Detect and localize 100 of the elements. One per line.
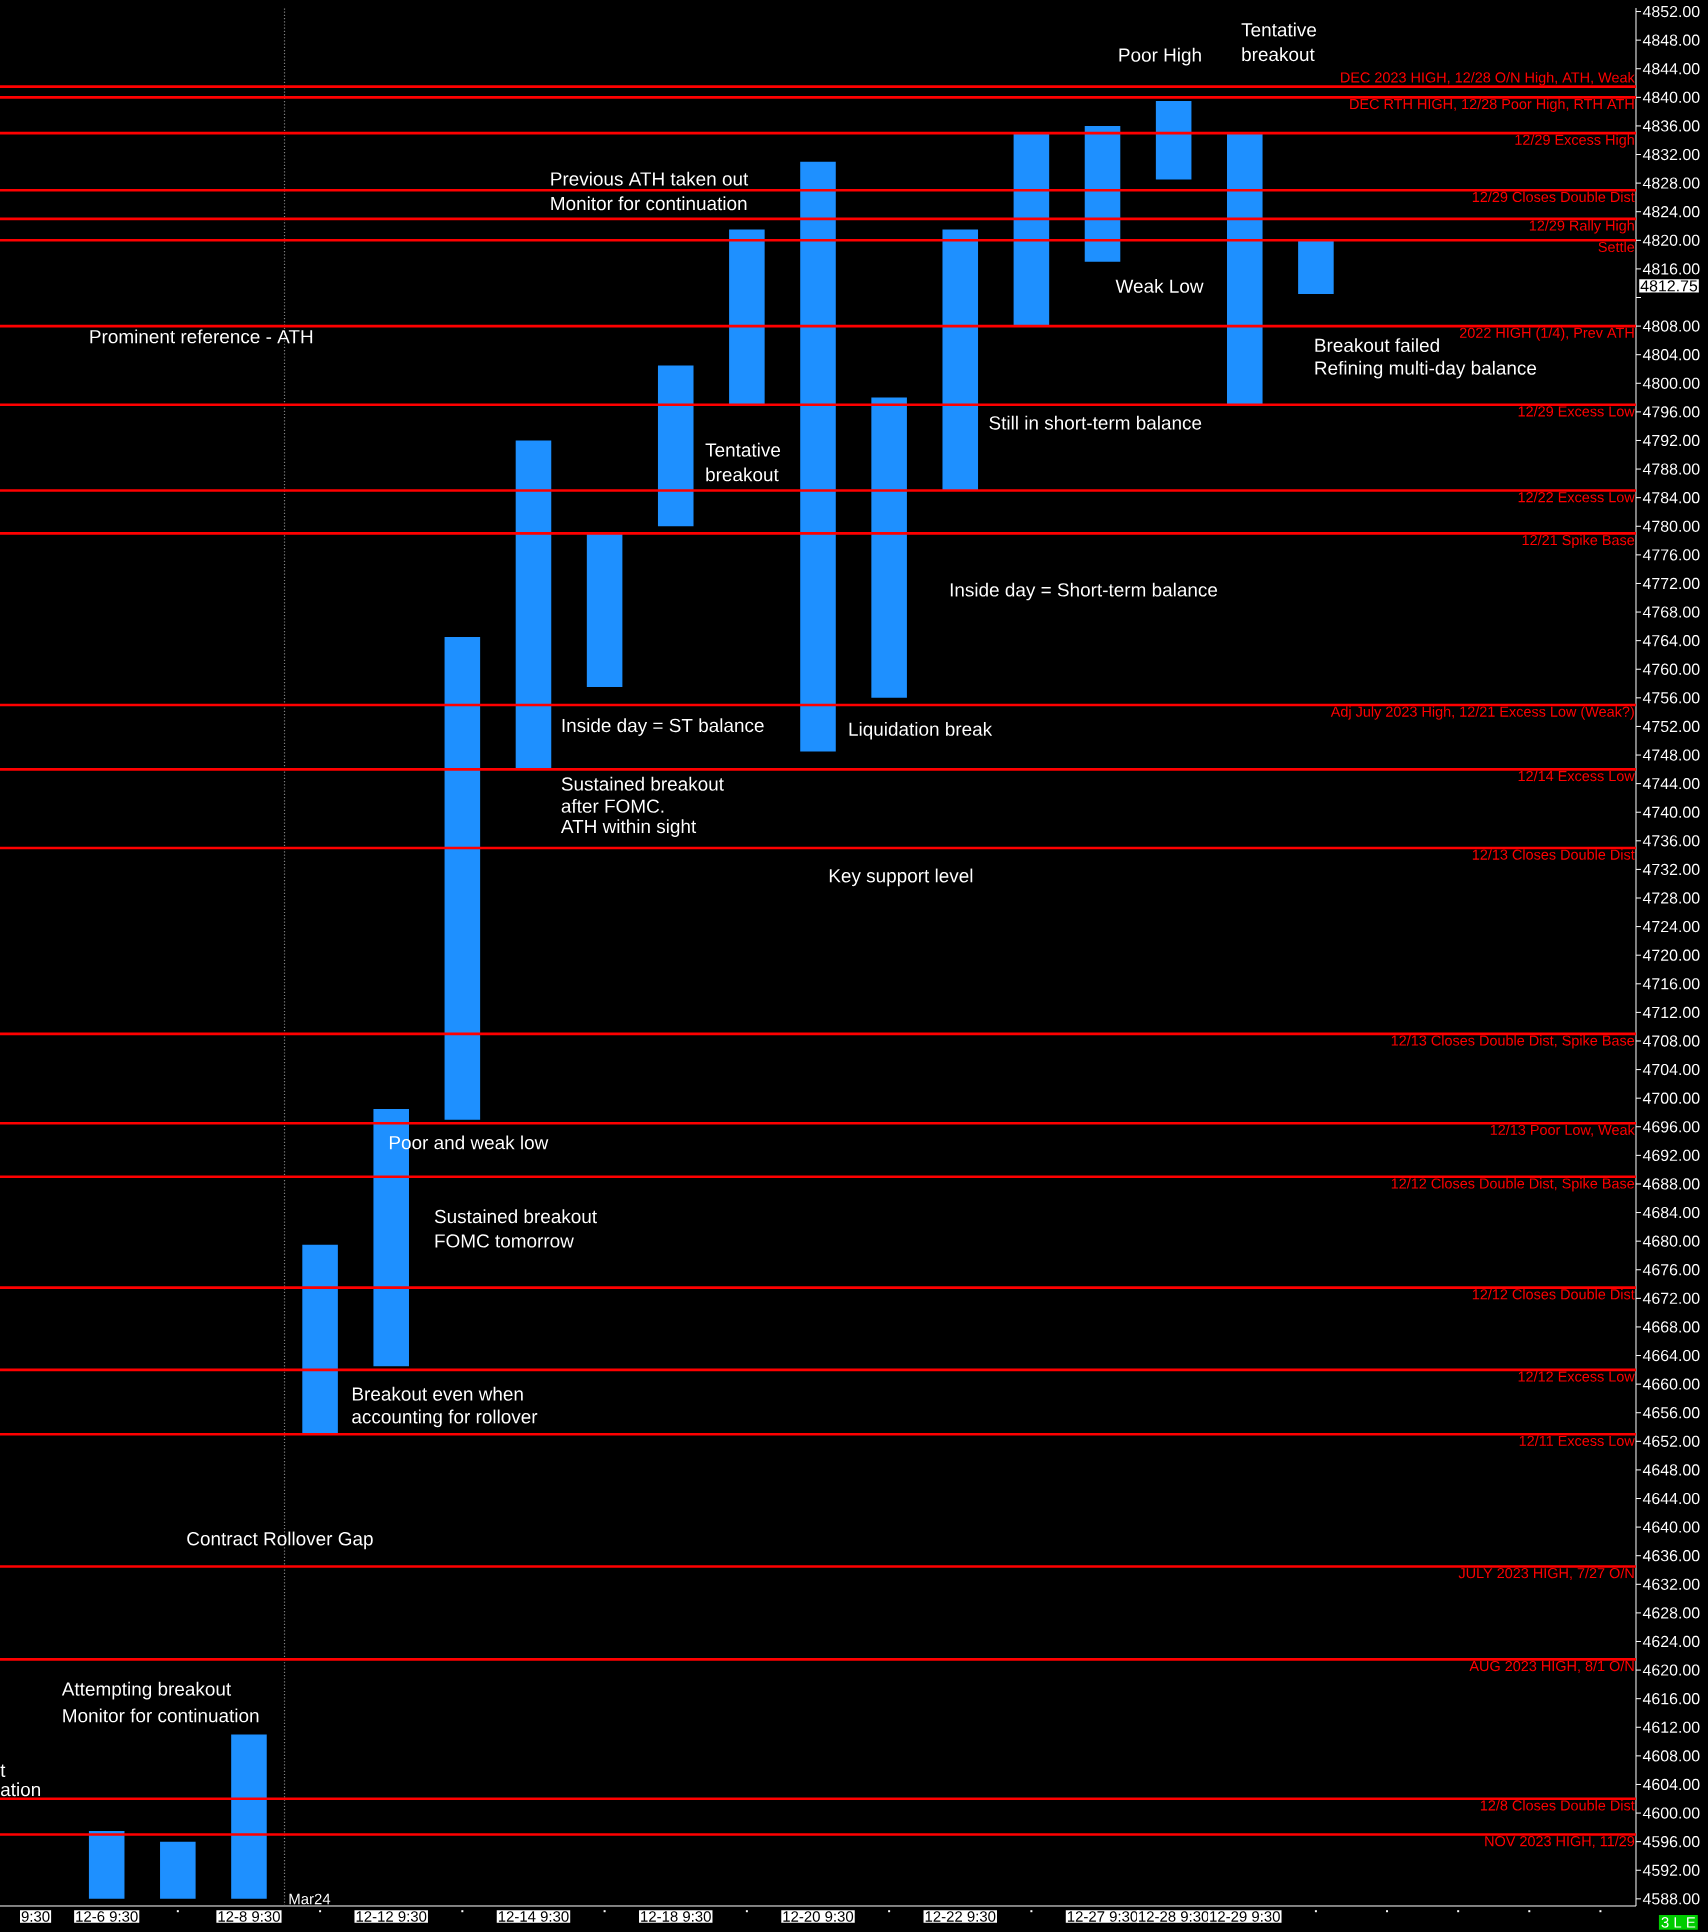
ref-line-label: 12/12 Excess Low	[1518, 1371, 1635, 1382]
bar	[1226, 133, 1263, 405]
ref-line-label: 12/8 Closes Double Dist	[1480, 1799, 1635, 1811]
annotation: Tentative	[1241, 22, 1317, 37]
ref-line-label: 12/29 Rally High	[1529, 220, 1634, 234]
y-tick-label: 4832.00	[1642, 148, 1700, 161]
annotation: ATH within sight	[560, 819, 697, 837]
annotation: breakout	[1242, 47, 1315, 62]
y-tick-label: 4720.00	[1642, 949, 1700, 961]
y-tick-label: 4624.00	[1642, 1635, 1700, 1648]
y-tick-label: 4712.00	[1642, 1006, 1700, 1019]
x-tick-label: 12-14 9:30	[498, 1911, 569, 1922]
annotation: Mar24	[289, 1893, 331, 1905]
annotation: Attempting breakout	[61, 1681, 232, 1700]
bar	[302, 1244, 338, 1435]
y-tick-label: 4764.00	[1642, 635, 1700, 647]
annotation: Previous ATH taken out	[551, 171, 749, 186]
y-tick-label: 4724.00	[1642, 920, 1700, 933]
bar	[1013, 133, 1050, 327]
y-tick-label: 4824.00	[1642, 206, 1700, 218]
ref-line-label: 12/13 Poor Low, Weak	[1490, 1124, 1635, 1137]
ref-line-label: Adj July 2023 High, 12/21 Excess Low (Weak?)	[1330, 706, 1634, 720]
y-tick-label: 4768.00	[1642, 606, 1700, 618]
y-tick-label: 4644.00	[1642, 1492, 1700, 1505]
ref-line-label: 12/29 Closes Double Dist	[1472, 191, 1635, 203]
y-tick-label: 4636.00	[1642, 1550, 1700, 1562]
y-tick-label: 4756.00	[1642, 692, 1700, 704]
annotation: Weak Low	[1115, 278, 1204, 293]
bar	[1155, 100, 1192, 180]
annotation: Contract Rollover Gap	[187, 1531, 373, 1550]
bar	[1298, 240, 1334, 294]
y-tick-label: 4668.00	[1642, 1321, 1700, 1333]
y-tick-label: 4692.00	[1642, 1149, 1700, 1162]
bar	[1084, 125, 1121, 262]
y-tick-label: 4848.00	[1642, 34, 1700, 46]
x-tick-label: 12-29 9:30	[1210, 1911, 1280, 1922]
bar	[942, 229, 979, 491]
annotation: Breakout even when	[352, 1386, 523, 1401]
y-tick-label: 4728.00	[1642, 892, 1700, 904]
x-tick-label: 12-12 9:30	[356, 1911, 427, 1922]
bar	[231, 1734, 267, 1899]
y-tick-label: 4592.00	[1642, 1864, 1700, 1876]
annotation: Monitor for continuation	[63, 1708, 259, 1723]
y-tick-label: 4740.00	[1642, 806, 1700, 818]
y-tick-label: 4616.00	[1642, 1693, 1700, 1705]
ref-line-label: NOV 2023 HIGH, 11/29	[1485, 1835, 1635, 1849]
y-tick-label: 4796.00	[1642, 406, 1700, 418]
ref-line-label: 12/21 Spike Base	[1522, 534, 1635, 549]
ref-line-label: 12/12 Closes Double Dist, Spike Base	[1391, 1178, 1635, 1192]
y-tick-label: 4840.00	[1642, 91, 1700, 103]
x-tick-label: 12-20 9:30	[783, 1911, 854, 1922]
y-tick-label: 4612.00	[1642, 1721, 1700, 1733]
annotation: Still in short-term balance	[989, 415, 1202, 430]
y-tick-label: 4696.00	[1642, 1121, 1700, 1133]
y-tick-label: 4836.00	[1642, 120, 1700, 132]
annotation: accounting for rollover	[352, 1409, 538, 1428]
annotation: Inside day = Short-term balance	[950, 582, 1218, 601]
x-tick-label: 12-6 9:30	[76, 1911, 138, 1922]
bar	[160, 1841, 196, 1899]
y-tick-label: 4820.00	[1642, 234, 1700, 246]
y-tick-label: 4744.00	[1642, 777, 1700, 790]
text: 4812.75	[1640, 280, 1698, 292]
y-tick-label: 4828.00	[1642, 177, 1700, 189]
bar	[871, 397, 907, 698]
bar	[800, 161, 836, 752]
y-tick-label: 4808.00	[1642, 320, 1700, 332]
y-tick-label: 4780.00	[1642, 520, 1700, 532]
y-tick-label: 4656.00	[1642, 1407, 1700, 1419]
ref-line-label: 12/13 Closes Double Dist, Spike Base	[1391, 1035, 1635, 1049]
y-tick-label: 4604.00	[1642, 1778, 1700, 1791]
y-tick-label: 4684.00	[1642, 1206, 1700, 1219]
annotation: Prominent reference - ATH	[90, 329, 313, 344]
y-tick-label: 4700.00	[1642, 1092, 1700, 1104]
y-tick-label: 4816.00	[1642, 263, 1700, 275]
annotation: t	[0, 1764, 6, 1777]
y-tick-label: 4664.00	[1642, 1349, 1700, 1362]
y-tick-label: 4776.00	[1642, 549, 1700, 561]
text: 3 L E	[1661, 1917, 1696, 1928]
annotation: breakout	[706, 467, 779, 482]
y-tick-label: 4852.00	[1642, 5, 1700, 18]
annotation: Tentative	[705, 442, 781, 457]
y-tick-label: 4672.00	[1642, 1292, 1700, 1304]
bar	[657, 365, 694, 527]
annotation: Poor and weak low	[389, 1135, 549, 1150]
bar	[88, 1830, 125, 1899]
x-tick-label: 12-22 9:30	[925, 1911, 996, 1922]
annotation: after FOMC.	[561, 798, 664, 813]
y-tick-label: 4648.00	[1642, 1464, 1700, 1476]
ref-line-label: DEC 2023 HIGH, 12/28 O/N High, ATH, Weak	[1341, 71, 1635, 86]
x-tick-label: 12-18 9:30	[641, 1911, 711, 1922]
ref-line-label: AUG 2023 HIGH, 8/1 O/N	[1469, 1660, 1634, 1673]
y-tick-label: 4704.00	[1642, 1063, 1700, 1076]
x-tick-label: 12-28 9:30	[1139, 1911, 1209, 1922]
y-tick-label: 4752.00	[1642, 720, 1700, 733]
y-tick-label: 4628.00	[1642, 1607, 1700, 1619]
bar	[586, 533, 623, 688]
annotation: Key support level	[829, 868, 973, 887]
y-tick-label: 4788.00	[1642, 463, 1700, 475]
ref-line-label: 12/22 Excess Low	[1518, 491, 1635, 503]
annotation: Sustained breakout	[561, 776, 724, 791]
